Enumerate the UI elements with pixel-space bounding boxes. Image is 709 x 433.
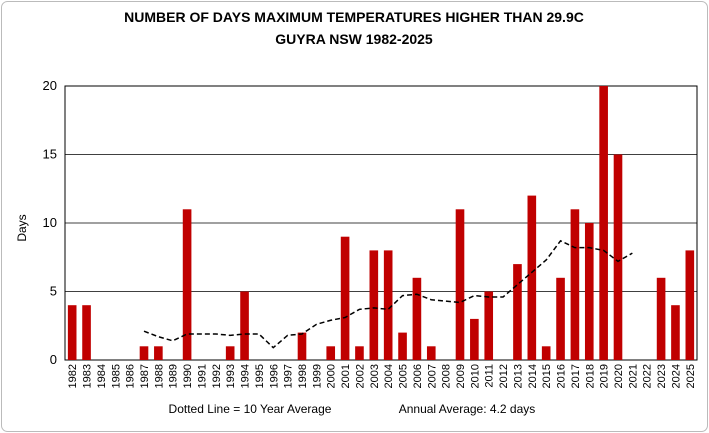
x-tick-label: 1999 [311, 364, 323, 388]
x-tick-label: 2021 [627, 364, 639, 388]
x-tick-label: 2022 [642, 364, 654, 388]
bar [613, 154, 623, 360]
bar [67, 305, 77, 360]
bar [685, 250, 695, 360]
x-tick-label: 2003 [369, 364, 381, 388]
x-tick-label: 2005 [398, 364, 410, 388]
x-tick-label: 1983 [82, 364, 94, 388]
bar [599, 86, 608, 360]
bar [513, 264, 522, 360]
bar [541, 346, 551, 360]
x-tick-label: 1989 [168, 364, 180, 388]
x-tick-label: 1985 [110, 364, 122, 388]
y-tick-label: 10 [43, 215, 57, 230]
x-tick-label: 2000 [326, 364, 338, 388]
x-tick-label: 1987 [139, 364, 151, 388]
x-tick-label: 1988 [153, 364, 165, 388]
x-tick-label: 2001 [340, 364, 352, 388]
bar [182, 209, 192, 360]
bar [139, 346, 149, 360]
y-tick-label: 20 [43, 78, 57, 93]
bar [82, 305, 91, 360]
bar [240, 291, 249, 360]
bar [527, 195, 537, 360]
y-tick-label: 0 [50, 352, 57, 367]
x-tick-label: 2009 [455, 364, 467, 388]
bar [326, 346, 336, 360]
y-axis-label: Days [15, 214, 29, 241]
x-tick-label: 2008 [441, 364, 453, 388]
bar [455, 209, 465, 360]
x-tick-label: 1992 [211, 364, 223, 388]
x-tick-label: 2016 [556, 364, 568, 388]
annotation: Annual Average: 4.2 days [399, 402, 536, 416]
chart-title: NUMBER OF DAYS MAXIMUM TEMPERATURES HIGH… [124, 9, 584, 25]
bar [398, 332, 407, 360]
x-tick-label: 2002 [354, 364, 366, 388]
bar [426, 346, 436, 360]
x-tick-label: 2011 [484, 364, 496, 388]
bar [225, 346, 235, 360]
bar [671, 305, 680, 360]
x-tick-label: 1997 [283, 364, 295, 388]
x-tick-label: 1984 [96, 364, 108, 388]
x-tick-label: 1994 [240, 364, 252, 388]
x-tick-label: 2023 [656, 364, 668, 388]
y-tick-label: 15 [43, 147, 57, 162]
annotation: Dotted Line = 10 Year Average [169, 402, 332, 416]
x-tick-label: 2012 [498, 364, 510, 388]
bar [584, 223, 594, 360]
x-tick-label: 2010 [469, 364, 481, 388]
x-tick-label: 2018 [584, 364, 596, 388]
x-tick-label: 2004 [383, 364, 395, 388]
y-tick-label: 5 [50, 284, 57, 299]
bar [383, 250, 393, 360]
bar [297, 332, 307, 360]
x-tick-label: 2015 [541, 364, 553, 388]
bar [412, 277, 422, 360]
x-tick-label: 2024 [670, 364, 682, 388]
x-tick-label: 1993 [225, 364, 237, 388]
x-tick-label: 1991 [196, 364, 208, 388]
x-tick-label: 1995 [254, 364, 266, 388]
bar [656, 277, 666, 360]
bar [355, 346, 364, 360]
x-tick-label: 2014 [527, 364, 539, 388]
x-tick-label: 2007 [426, 364, 438, 388]
bar [369, 250, 379, 360]
x-tick-label: 1986 [125, 364, 137, 388]
x-tick-label: 2017 [570, 364, 582, 388]
x-tick-label: 1998 [297, 364, 309, 388]
x-tick-label: 2020 [613, 364, 625, 388]
x-tick-label: 2013 [512, 364, 524, 388]
x-tick-label: 2019 [599, 364, 611, 388]
x-tick-label: 2006 [412, 364, 424, 388]
x-tick-label: 1990 [182, 364, 194, 388]
bar [470, 318, 479, 360]
x-tick-label: 2025 [685, 364, 697, 388]
chart-subtitle: GUYRA NSW 1982-2025 [275, 31, 433, 47]
bar [484, 291, 494, 360]
x-tick-label: 1996 [268, 364, 280, 388]
average-line [143, 239, 633, 349]
x-tick-label: 1982 [67, 364, 79, 388]
bar [570, 209, 580, 360]
bar [340, 236, 350, 360]
bar [154, 346, 163, 360]
bar [556, 277, 565, 360]
